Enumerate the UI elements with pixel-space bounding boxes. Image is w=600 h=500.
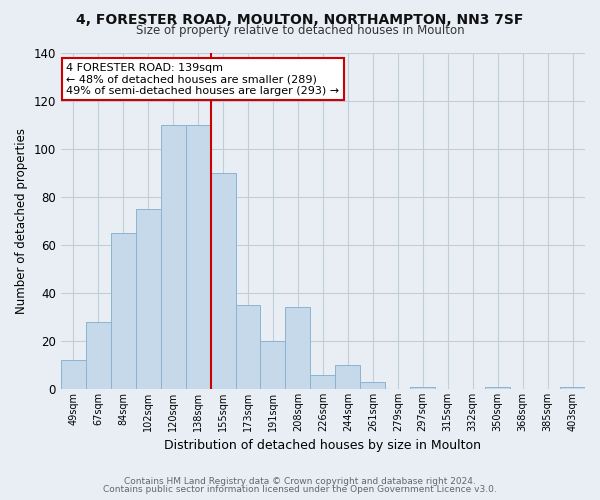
Bar: [410, 386, 435, 389]
Text: 4 FORESTER ROAD: 139sqm
← 48% of detached houses are smaller (289)
49% of semi-d: 4 FORESTER ROAD: 139sqm ← 48% of detache…: [66, 62, 339, 96]
Bar: [260, 341, 286, 389]
Text: 4, FORESTER ROAD, MOULTON, NORTHAMPTON, NN3 7SF: 4, FORESTER ROAD, MOULTON, NORTHAMPTON, …: [76, 12, 524, 26]
Bar: [61, 360, 86, 389]
Bar: [335, 365, 361, 389]
Text: Contains public sector information licensed under the Open Government Licence v3: Contains public sector information licen…: [103, 485, 497, 494]
Bar: [310, 374, 335, 389]
Bar: [86, 322, 111, 389]
Bar: [560, 386, 585, 389]
Text: Size of property relative to detached houses in Moulton: Size of property relative to detached ho…: [136, 24, 464, 37]
X-axis label: Distribution of detached houses by size in Moulton: Distribution of detached houses by size …: [164, 440, 481, 452]
Bar: [111, 233, 136, 389]
Bar: [136, 208, 161, 389]
Bar: [485, 386, 510, 389]
Bar: [286, 308, 310, 389]
Bar: [185, 124, 211, 389]
Bar: [236, 305, 260, 389]
Bar: [211, 172, 236, 389]
Y-axis label: Number of detached properties: Number of detached properties: [15, 128, 28, 314]
Text: Contains HM Land Registry data © Crown copyright and database right 2024.: Contains HM Land Registry data © Crown c…: [124, 477, 476, 486]
Bar: [361, 382, 385, 389]
Bar: [161, 124, 185, 389]
